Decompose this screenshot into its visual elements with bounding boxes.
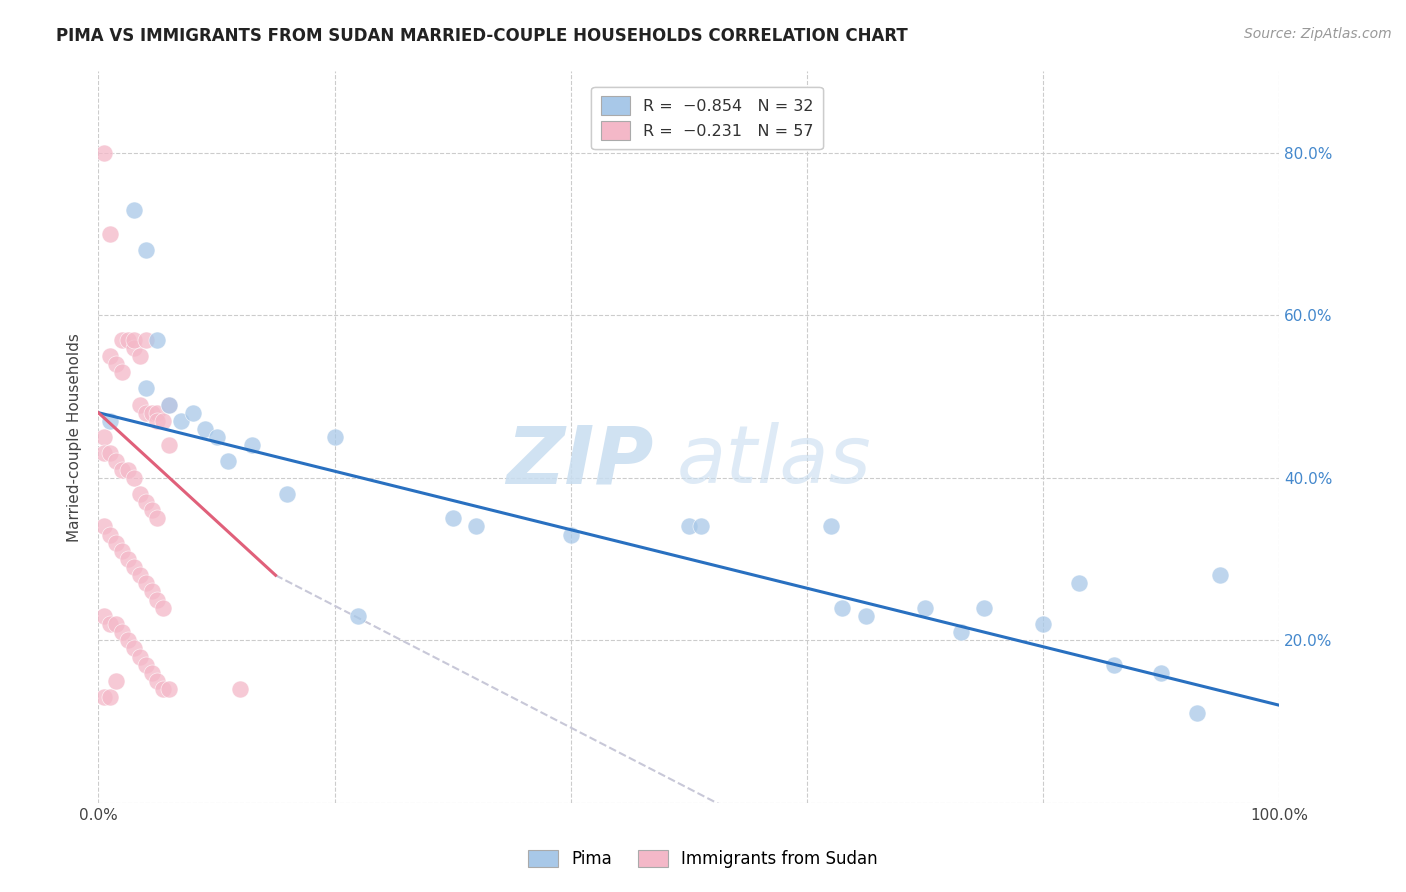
Point: [240, 438, 263, 452]
Point: [105, 357, 128, 371]
Point: [111, 462, 134, 476]
Point: [157, 398, 180, 412]
Point: [1185, 706, 1208, 721]
Point: [128, 487, 150, 501]
Point: [914, 600, 936, 615]
Point: [141, 503, 163, 517]
Point: [141, 665, 163, 680]
Point: [128, 568, 150, 582]
Point: [98, 617, 121, 632]
Point: [128, 349, 150, 363]
Point: [135, 333, 157, 347]
Point: [122, 641, 145, 656]
Point: [98, 349, 121, 363]
Point: [152, 681, 174, 696]
Point: [122, 333, 145, 347]
Point: [135, 495, 157, 509]
Point: [122, 471, 145, 485]
Point: [1032, 617, 1054, 632]
Point: [689, 519, 711, 533]
Point: [135, 381, 157, 395]
Point: [135, 657, 157, 672]
Point: [465, 519, 488, 533]
Point: [217, 454, 239, 468]
Point: [93, 446, 115, 460]
Point: [135, 243, 157, 257]
Point: [128, 649, 150, 664]
Text: ZIP: ZIP: [506, 423, 654, 500]
Point: [194, 422, 217, 436]
Point: [157, 398, 180, 412]
Y-axis label: Married-couple Households: Married-couple Households: [67, 333, 83, 541]
Point: [152, 414, 174, 428]
Point: [441, 511, 464, 525]
Legend: Pima, Immigrants from Sudan: Pima, Immigrants from Sudan: [522, 843, 884, 875]
Point: [98, 446, 121, 460]
Point: [111, 333, 134, 347]
Point: [1150, 665, 1173, 680]
Point: [1102, 657, 1125, 672]
Point: [135, 576, 157, 591]
Point: [678, 519, 700, 533]
Point: [105, 673, 128, 688]
Text: PIMA VS IMMIGRANTS FROM SUDAN MARRIED-COUPLE HOUSEHOLDS CORRELATION CHART: PIMA VS IMMIGRANTS FROM SUDAN MARRIED-CO…: [56, 27, 908, 45]
Point: [98, 414, 121, 428]
Point: [117, 552, 139, 566]
Point: [146, 414, 169, 428]
Point: [141, 406, 163, 420]
Text: Source: ZipAtlas.com: Source: ZipAtlas.com: [1244, 27, 1392, 41]
Point: [93, 519, 115, 533]
Point: [98, 527, 121, 541]
Point: [146, 592, 169, 607]
Legend: R =  −0.854   N = 32, R =  −0.231   N = 57: R = −0.854 N = 32, R = −0.231 N = 57: [592, 87, 823, 149]
Point: [205, 430, 228, 444]
Point: [117, 333, 139, 347]
Point: [105, 454, 128, 468]
Point: [157, 438, 180, 452]
Point: [157, 681, 180, 696]
Point: [323, 430, 346, 444]
Point: [98, 690, 121, 705]
Point: [122, 341, 145, 355]
Point: [146, 333, 169, 347]
Point: [820, 519, 842, 533]
Point: [122, 560, 145, 574]
Point: [111, 625, 134, 640]
Point: [152, 600, 174, 615]
Point: [276, 487, 298, 501]
Point: [229, 681, 252, 696]
Point: [949, 625, 972, 640]
Point: [973, 600, 995, 615]
Point: [122, 202, 145, 217]
Text: atlas: atlas: [678, 423, 872, 500]
Point: [98, 227, 121, 241]
Point: [146, 511, 169, 525]
Point: [1209, 568, 1232, 582]
Point: [135, 406, 157, 420]
Point: [128, 398, 150, 412]
Point: [560, 527, 582, 541]
Point: [181, 406, 204, 420]
Point: [105, 535, 128, 549]
Point: [93, 145, 115, 160]
Point: [170, 414, 193, 428]
Point: [93, 608, 115, 623]
Point: [146, 406, 169, 420]
Point: [831, 600, 853, 615]
Point: [105, 617, 128, 632]
Point: [117, 633, 139, 648]
Point: [141, 584, 163, 599]
Point: [111, 365, 134, 379]
Point: [1067, 576, 1090, 591]
Point: [146, 673, 169, 688]
Point: [855, 608, 877, 623]
Point: [117, 462, 139, 476]
Point: [347, 608, 370, 623]
Point: [93, 430, 115, 444]
Point: [93, 690, 115, 705]
Point: [111, 544, 134, 558]
